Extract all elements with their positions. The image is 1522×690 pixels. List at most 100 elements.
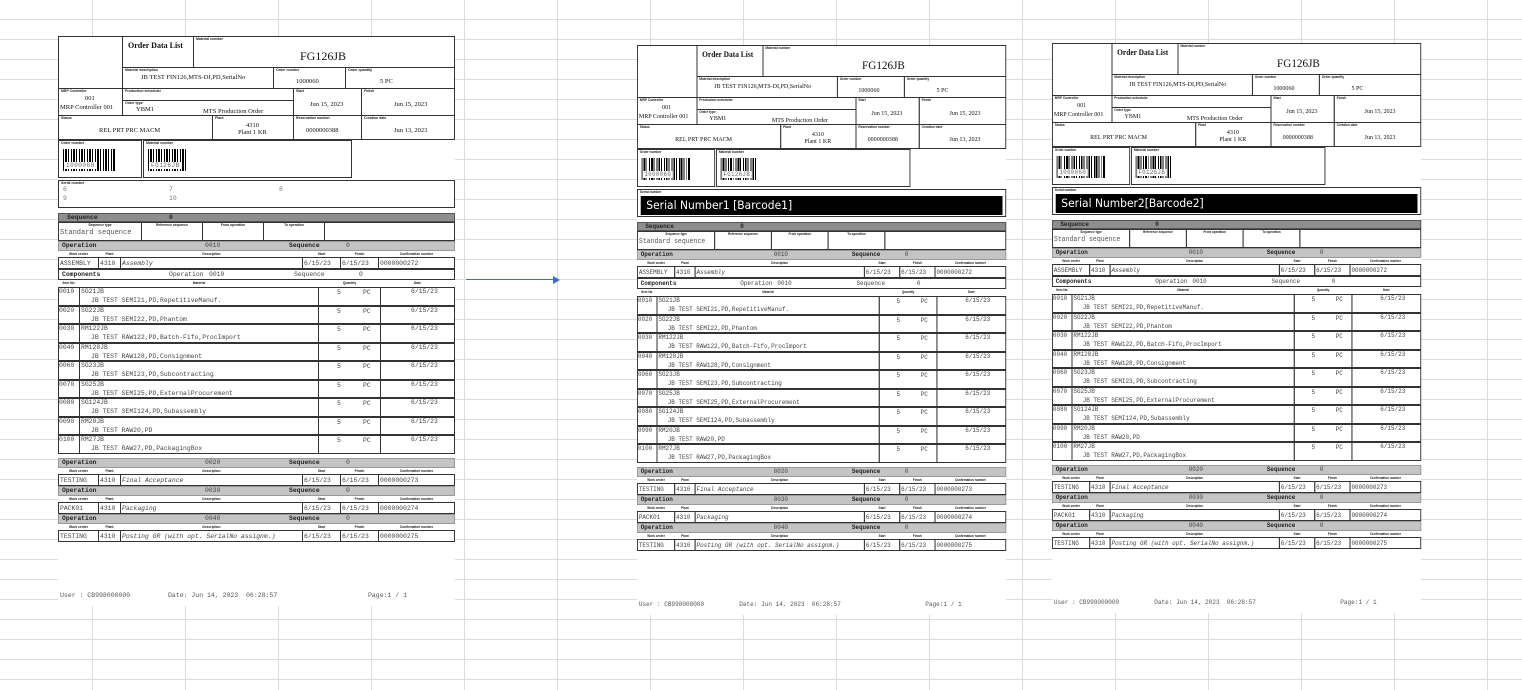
component-cell <box>936 351 1007 370</box>
column-header: Material <box>762 290 774 294</box>
label: Reservation number <box>1273 123 1305 127</box>
column-header: Plant <box>105 496 114 501</box>
cell-value: 6/15/23 <box>1316 539 1342 547</box>
item-unit: PC <box>1335 351 1343 359</box>
item-quantity: 5 <box>1311 351 1316 359</box>
column-header: Quantity <box>901 290 915 294</box>
column-header: Start <box>1293 531 1301 536</box>
item-unit: PC <box>1335 388 1343 396</box>
column-header: Finish <box>912 505 922 510</box>
footer-page: Page:1 / 1 <box>1340 599 1377 606</box>
item-date: 6/15/23 <box>965 315 991 323</box>
column-header: Work center <box>69 524 88 529</box>
label: Finish <box>1336 96 1347 100</box>
item-date: 6/15/23 <box>1380 332 1406 339</box>
component-cell <box>380 379 455 398</box>
component-cell <box>878 314 938 333</box>
item-material: SG22JB <box>658 315 680 323</box>
item-quantity: 5 <box>896 446 901 453</box>
operation-sequence: 0 <box>904 495 909 503</box>
component-cell <box>878 296 938 315</box>
item-number: 0030 <box>1052 332 1068 339</box>
operation-label: Operation <box>62 242 97 249</box>
operation-number: 0010 <box>205 242 221 249</box>
order-quantity-cell: Order quantity 5 PC <box>903 76 1007 98</box>
operation-cell-confirmation: 0000000272 <box>378 257 455 269</box>
operation-label: Operation <box>640 523 673 531</box>
cell-value: 4310 <box>676 513 691 521</box>
item-unit: PC <box>363 344 371 352</box>
component-cell <box>1351 331 1422 350</box>
operation-cell-plant: 4310 <box>674 266 696 278</box>
sequence-type-value: Standard sequence <box>638 238 706 246</box>
item-date: 6/15/23 <box>411 417 438 425</box>
operation-cell-work-center: ASSEMBLY <box>637 266 676 278</box>
item-unit: PC <box>920 427 928 435</box>
column-header: Finish <box>354 496 365 501</box>
sequence-header-cell: To operation <box>827 231 886 250</box>
column-header: Work center <box>69 252 88 256</box>
mrp-controller-cell: MRP Controller 001 MRP Controller 001 <box>637 97 698 125</box>
component-cell <box>380 287 455 306</box>
operation-sequence-label: Sequence <box>1266 493 1296 501</box>
operation-cell-start: 6/15/23 <box>863 510 901 523</box>
operation-sequence: 0 <box>1319 249 1324 256</box>
item-material: SG21JB <box>81 288 105 295</box>
serial-number-value: 7 <box>169 186 173 193</box>
material-number: FG126JB <box>300 49 347 63</box>
operation-cell-finish: 6/15/23 <box>340 473 379 486</box>
operation-cell-finish: 6/15/23 <box>899 482 936 495</box>
label: Order number <box>639 150 662 154</box>
operation-cell-description: Packaging <box>120 501 303 514</box>
item-date: 6/15/23 <box>411 399 438 406</box>
mrp-controller-cell: MRP Controller 001 MRP Controller 001 <box>1052 95 1113 123</box>
label: Order type <box>699 110 716 114</box>
components-op-label: Operation <box>1155 278 1188 285</box>
operation-bar: Operation 0010 Sequence 0 <box>637 250 1007 260</box>
component-cell <box>318 342 381 361</box>
item-date: 6/15/23 <box>965 352 991 360</box>
item-unit: PC <box>1335 407 1343 414</box>
item-quantity: 5 <box>337 326 341 333</box>
column-header: Description <box>1186 475 1204 480</box>
item-unit: PC <box>363 289 371 296</box>
label: Order quantity <box>1321 75 1345 79</box>
column-header: Plant <box>105 524 114 529</box>
cell-value: 6/15/23 <box>304 260 331 267</box>
item-description: JB TEST SEMI21,PD,RepetitiveManuf. <box>91 297 222 304</box>
component-cell <box>380 324 455 343</box>
operation-cell-work-center: TESTING <box>58 529 99 542</box>
cell-value: Packaging <box>1111 511 1144 519</box>
item-description: JB TEST RAW27,PD,PackagingBox <box>91 445 203 452</box>
cell-value: 4310 <box>1091 483 1106 491</box>
item-unit: PC <box>363 400 371 407</box>
operation-sequence: 0 <box>346 242 350 249</box>
serial-barcode-banner: Serial Number1 [Barcode1] <box>640 196 1003 215</box>
sequence-label: Sequence <box>645 223 674 230</box>
order-number-cell: Order number 1000060 <box>273 67 346 89</box>
item-quantity: 5 <box>896 427 901 435</box>
column-header: Finish <box>1327 259 1337 263</box>
order-number: 1000060 <box>858 87 880 94</box>
barcode-text: 1000060 <box>643 171 673 178</box>
column-header: Plant <box>681 477 689 482</box>
column-header: To operation <box>1262 230 1281 234</box>
column-header: Description <box>202 496 221 501</box>
item-number: 0080 <box>1052 406 1068 413</box>
item-unit: PC <box>920 298 928 305</box>
item-number: 0100 <box>637 445 653 452</box>
label: Status <box>639 125 650 129</box>
item-number: 0070 <box>59 380 75 388</box>
title-cell: Order Data List <box>1111 43 1179 75</box>
label: Finish <box>364 89 375 93</box>
finish-cell: Finish Jun 15, 2023 <box>1333 95 1422 123</box>
item-unit: PC <box>1335 444 1343 451</box>
label: Production scheduler <box>1114 96 1148 100</box>
serial-number-cell: Serial number Serial Number1 [Barcode1] <box>637 189 1007 217</box>
item-material: SG23JB <box>658 371 680 378</box>
item-quantity: 5 <box>896 298 901 305</box>
item-number: 0080 <box>59 399 75 406</box>
item-material: RM27JB <box>81 436 105 443</box>
cell-value: PACK01 <box>638 513 661 521</box>
cell-value: 0000000274 <box>1351 511 1388 519</box>
